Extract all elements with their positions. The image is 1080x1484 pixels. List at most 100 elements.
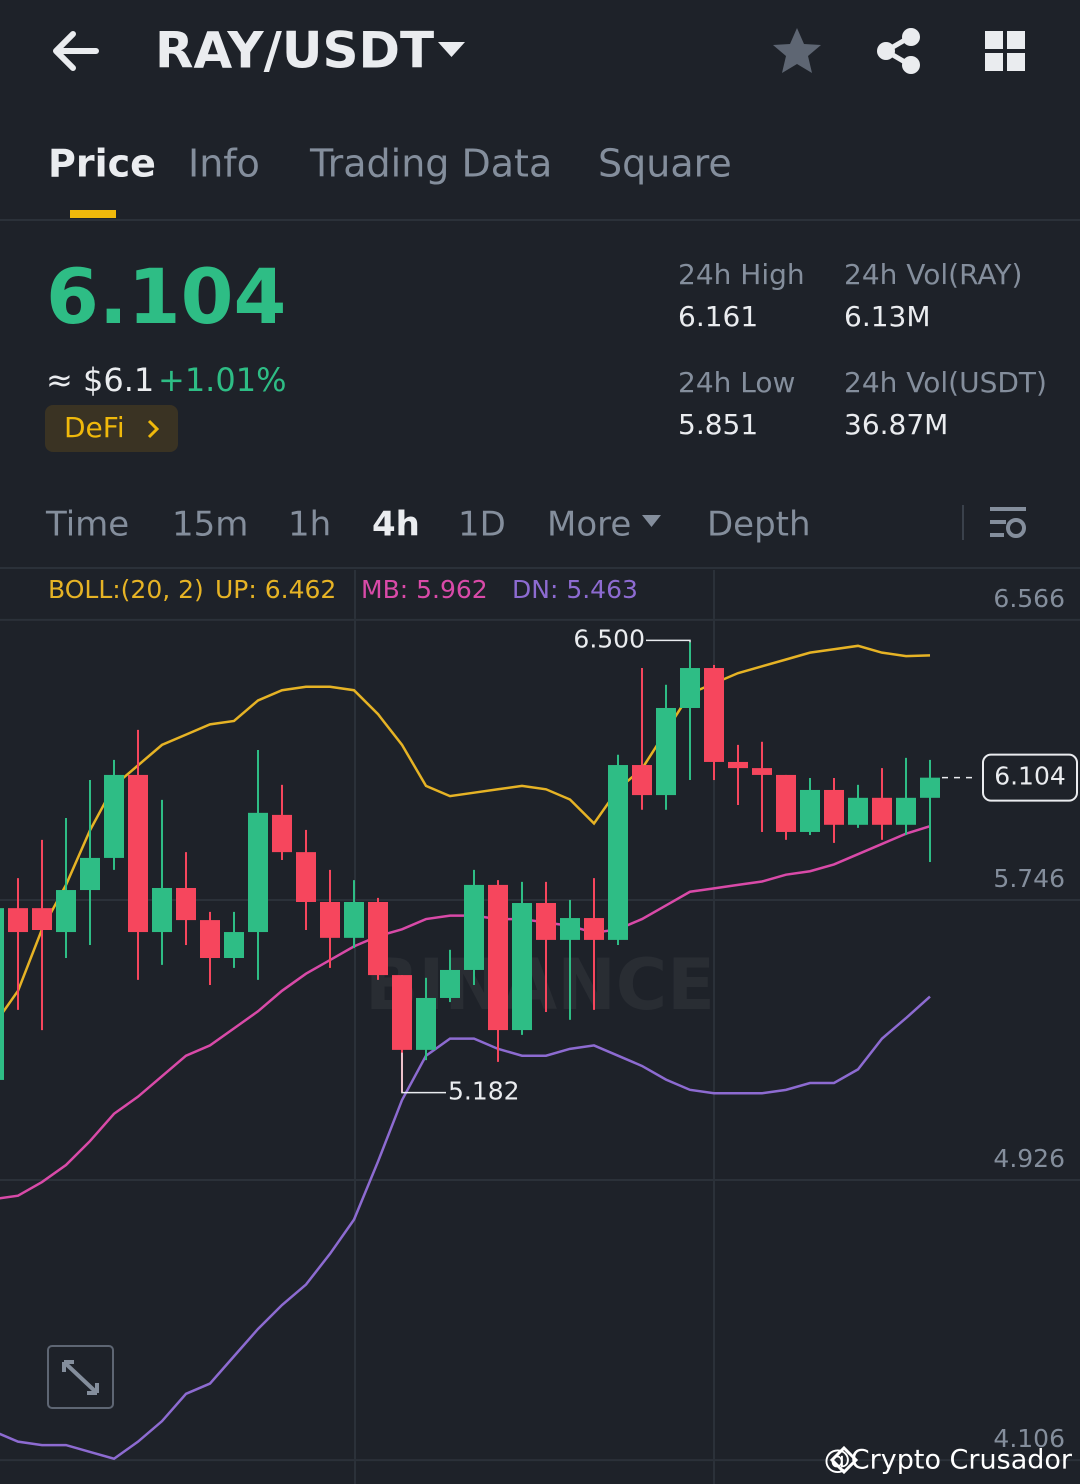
candle-body — [536, 903, 556, 940]
stat-label: 24h Vol(USDT) — [844, 366, 1047, 399]
tag-chevron — [147, 419, 160, 439]
grid-square — [1007, 53, 1025, 71]
interval-active[interactable]: 4h — [372, 505, 420, 545]
candle-body — [872, 797, 892, 825]
grid-square — [985, 53, 1003, 71]
interval[interactable]: 15m — [172, 505, 248, 545]
y-tick-label: 4.926 — [993, 1144, 1065, 1173]
last-price-label: 6.104 — [994, 762, 1066, 791]
stat-label: 24h High — [678, 258, 805, 291]
candle-body — [104, 774, 124, 858]
candle-body — [824, 789, 844, 825]
legend-entry: MB: 5.962 — [361, 575, 488, 604]
candle-body — [416, 997, 436, 1050]
last-price: 6.104 — [46, 252, 286, 341]
stat-label: 24h Low — [678, 366, 795, 399]
candle-body — [896, 797, 916, 825]
band-line — [0, 824, 931, 1200]
candle-body — [200, 920, 220, 959]
pair-title[interactable]: RAY/USDT — [155, 22, 434, 80]
candle-body — [608, 765, 628, 940]
legend-entry: UP: 6.462 — [215, 575, 336, 604]
candle-body — [632, 765, 652, 796]
favorite-icon[interactable] — [773, 28, 821, 73]
share-node — [902, 28, 920, 46]
candle-body — [152, 887, 172, 933]
last-price-box — [982, 753, 1078, 802]
candle-body — [704, 668, 724, 762]
interval[interactable]: 1D — [458, 505, 506, 545]
candle-body — [176, 887, 196, 921]
chart-labels: BOLL:(20, 2) 6.566 5.746 4.926 4.106 UP: 6.4… — [48, 575, 1078, 1453]
fiat-price: ≈ $6.1 — [46, 361, 154, 399]
stat-value: 6.13M — [844, 300, 931, 333]
candle-body — [728, 761, 748, 769]
candle-body — [344, 901, 364, 938]
plot — [0, 642, 940, 1461]
expand-arrows — [62, 1360, 99, 1395]
share-icon[interactable] — [877, 28, 920, 74]
tab[interactable]: Square — [598, 142, 732, 186]
candle-body — [392, 975, 412, 1050]
grid-square — [985, 31, 1003, 49]
band-line — [0, 995, 931, 1461]
candle-body — [248, 812, 268, 933]
candle-body — [776, 774, 796, 832]
candle-body — [464, 884, 484, 970]
stat-value: 36.87M — [844, 408, 948, 441]
candle-body — [320, 901, 340, 938]
back-button[interactable] — [53, 31, 99, 71]
candle-body — [512, 903, 532, 1031]
stat-value: 6.161 — [678, 300, 758, 333]
back-arrow — [53, 31, 99, 71]
expand-button[interactable] — [47, 1345, 114, 1409]
share-node — [877, 42, 895, 60]
low-label: 5.182 — [448, 1077, 520, 1106]
interval[interactable]: Time — [45, 505, 129, 545]
share-node — [902, 56, 920, 74]
candle-body — [920, 777, 940, 798]
candle-body — [488, 884, 508, 1031]
low-pointer — [401, 1052, 446, 1094]
tab-indicator — [70, 210, 116, 218]
candle-body — [224, 932, 244, 959]
grid — [0, 570, 1080, 1484]
candle-body — [752, 768, 772, 775]
candle-body — [8, 908, 28, 933]
interval[interactable]: More — [547, 505, 631, 545]
chart-settings-icon[interactable] — [990, 507, 1026, 538]
tab[interactable]: Trading Data — [309, 142, 552, 186]
candle-body — [560, 918, 580, 940]
icon-gear — [1006, 518, 1026, 538]
candle-body — [584, 918, 604, 940]
candle-body — [656, 707, 676, 796]
tag-pill[interactable] — [45, 405, 178, 452]
stat-label: 24h Vol(RAY) — [844, 258, 1022, 291]
grid-menu-icon[interactable] — [985, 31, 1025, 71]
candle-body — [0, 908, 4, 1080]
candle-body — [272, 814, 292, 853]
pair-dropdown[interactable] — [438, 42, 465, 57]
candle-body — [56, 890, 76, 933]
tag-label[interactable]: DeFi — [64, 411, 125, 444]
tab-active[interactable]: Price — [48, 142, 156, 186]
interval[interactable]: 1h — [288, 505, 331, 545]
candle-body — [680, 668, 700, 708]
y-tick-label: 6.566 — [993, 584, 1065, 613]
y-tick-label: 4.106 — [993, 1424, 1065, 1453]
candle-body — [848, 797, 868, 825]
tab[interactable]: Info — [188, 142, 260, 186]
stat-value: 5.851 — [678, 408, 758, 441]
band-line — [0, 644, 931, 1019]
legend-entry: DN: 5.463 — [512, 575, 638, 604]
grid-square — [1007, 31, 1025, 49]
price-change: +1.01% — [158, 361, 286, 399]
interval[interactable]: Depth — [707, 505, 811, 545]
candle-body — [440, 969, 460, 998]
candle-body — [128, 774, 148, 933]
high-label: 6.500 — [573, 624, 645, 653]
candle-body — [32, 908, 52, 930]
